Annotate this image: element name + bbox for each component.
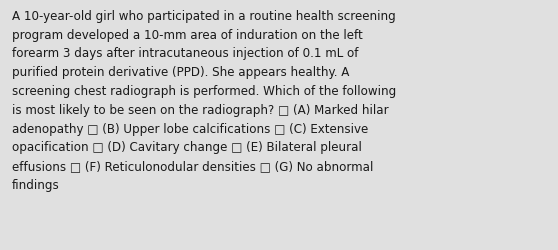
Text: screening chest radiograph is performed. Which of the following: screening chest radiograph is performed.…: [12, 85, 396, 98]
Text: program developed a 10-mm area of induration on the left: program developed a 10-mm area of indura…: [12, 29, 363, 42]
Text: purified protein derivative (PPD). She appears healthy. A: purified protein derivative (PPD). She a…: [12, 66, 349, 79]
Text: forearm 3 days after intracutaneous injection of 0.1 mL of: forearm 3 days after intracutaneous inje…: [12, 47, 358, 60]
Text: A 10-year-old girl who participated in a routine health screening: A 10-year-old girl who participated in a…: [12, 10, 396, 23]
Text: findings: findings: [12, 178, 60, 191]
Text: is most likely to be seen on the radiograph? □ (A) Marked hilar: is most likely to be seen on the radiogr…: [12, 103, 388, 116]
Text: adenopathy □ (B) Upper lobe calcifications □ (C) Extensive: adenopathy □ (B) Upper lobe calcificatio…: [12, 122, 368, 135]
Text: effusions □ (F) Reticulonodular densities □ (G) No abnormal: effusions □ (F) Reticulonodular densitie…: [12, 159, 373, 172]
Text: opacification □ (D) Cavitary change □ (E) Bilateral pleural: opacification □ (D) Cavitary change □ (E…: [12, 141, 362, 154]
